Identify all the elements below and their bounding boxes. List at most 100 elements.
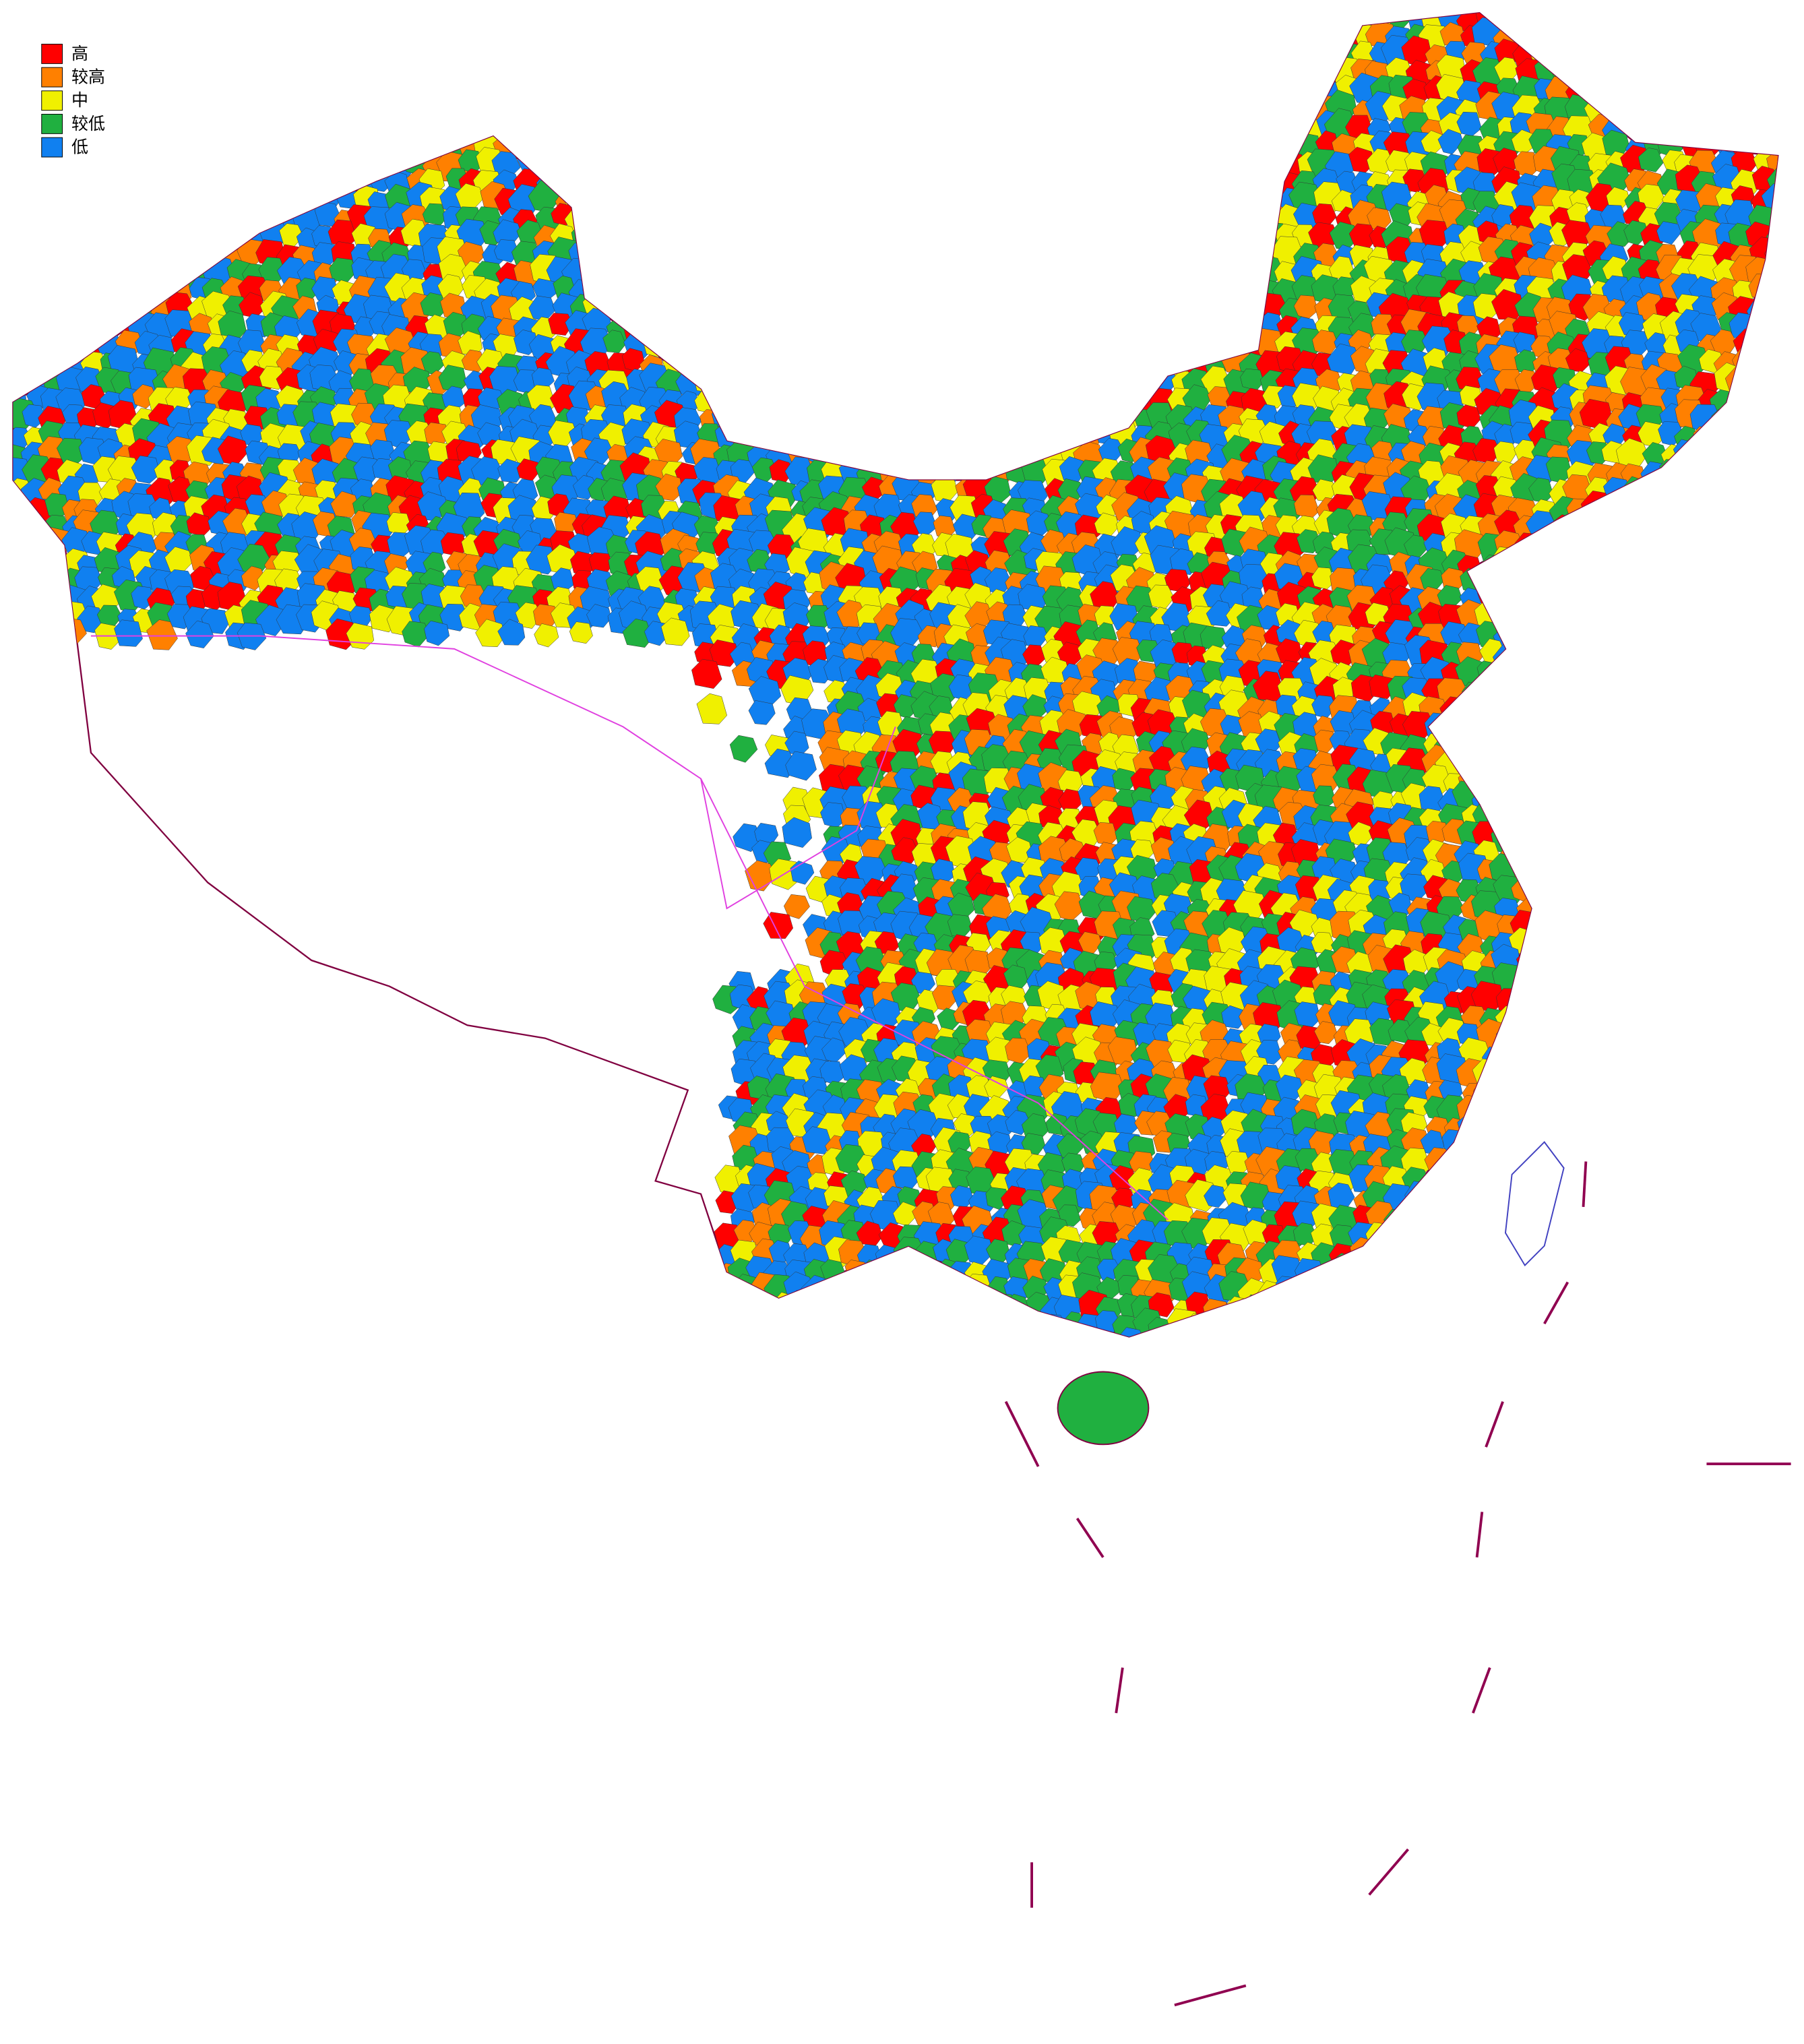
region (966, 329, 993, 354)
region (965, 13, 993, 31)
region (77, 164, 111, 197)
region (1094, 96, 1120, 121)
region (735, 131, 761, 156)
region (1673, 98, 1702, 125)
region (1767, 96, 1778, 125)
region (1618, 839, 1649, 869)
region (1063, 83, 1087, 106)
region (877, 77, 900, 100)
region (1024, 402, 1051, 427)
region (945, 166, 975, 197)
region (275, 78, 300, 102)
region (1532, 0, 1562, 12)
region (766, 365, 799, 397)
region (1674, 13, 1706, 17)
region (897, 371, 925, 396)
region (1690, 911, 1724, 943)
region (582, 134, 610, 162)
region (712, 168, 739, 194)
region (1223, 187, 1250, 212)
region (1636, 712, 1667, 743)
region (1643, 729, 1666, 752)
region (1751, 767, 1774, 791)
region (1182, 219, 1210, 247)
region (857, 40, 884, 69)
region (1730, 1022, 1762, 1051)
region (275, 147, 303, 175)
region (619, 115, 646, 141)
region (781, 310, 811, 340)
region (13, 536, 28, 559)
region (1634, 967, 1667, 997)
region (1585, 864, 1611, 888)
region (1754, 1081, 1778, 1105)
region (13, 363, 36, 393)
region (675, 190, 700, 214)
region (770, 221, 795, 245)
region (22, 256, 51, 284)
region (1692, 587, 1719, 612)
region (1656, 912, 1690, 943)
region (1018, 113, 1049, 142)
region (1670, 549, 1702, 581)
region (803, 295, 834, 324)
region (1655, 895, 1689, 927)
region (1600, 1024, 1631, 1051)
region (241, 183, 270, 210)
region (1113, 365, 1143, 394)
region (1640, 933, 1669, 962)
region (1730, 480, 1763, 510)
region (930, 222, 958, 249)
region (23, 294, 55, 326)
region (261, 171, 291, 199)
region (1076, 114, 1102, 140)
region (219, 183, 246, 210)
region (803, 59, 835, 89)
region (1128, 261, 1156, 288)
region (1736, 44, 1760, 68)
region (332, 117, 362, 144)
region (1658, 951, 1689, 979)
region (1692, 681, 1720, 708)
region (805, 164, 836, 193)
region (189, 61, 216, 85)
region (1724, 870, 1757, 903)
region (1714, 950, 1741, 976)
region (837, 272, 868, 301)
region (695, 208, 720, 230)
region (623, 0, 648, 10)
region (584, 206, 613, 235)
region (1660, 23, 1689, 51)
region (459, 57, 487, 85)
region (970, 385, 995, 410)
region (93, 276, 121, 303)
region (820, 13, 848, 16)
region (1660, 13, 1690, 33)
region (1200, 92, 1233, 122)
region (731, 20, 765, 51)
region (658, 280, 685, 307)
region (1642, 806, 1665, 830)
region (970, 281, 996, 306)
region (1768, 1008, 1778, 1032)
region (1514, 545, 1543, 574)
region (1637, 581, 1669, 612)
region (947, 437, 979, 469)
region (132, 94, 156, 119)
region (913, 171, 936, 195)
region (1237, 13, 1264, 17)
region (45, 549, 69, 573)
region (1474, 747, 1505, 776)
region (1003, 13, 1036, 37)
region (1492, 711, 1524, 742)
region (254, 13, 286, 30)
region (1621, 911, 1648, 937)
region (112, 146, 144, 177)
region (672, 310, 703, 340)
region (966, 299, 991, 321)
region (679, 350, 708, 378)
region (182, 97, 214, 127)
region (335, 133, 359, 158)
region (1041, 187, 1071, 216)
